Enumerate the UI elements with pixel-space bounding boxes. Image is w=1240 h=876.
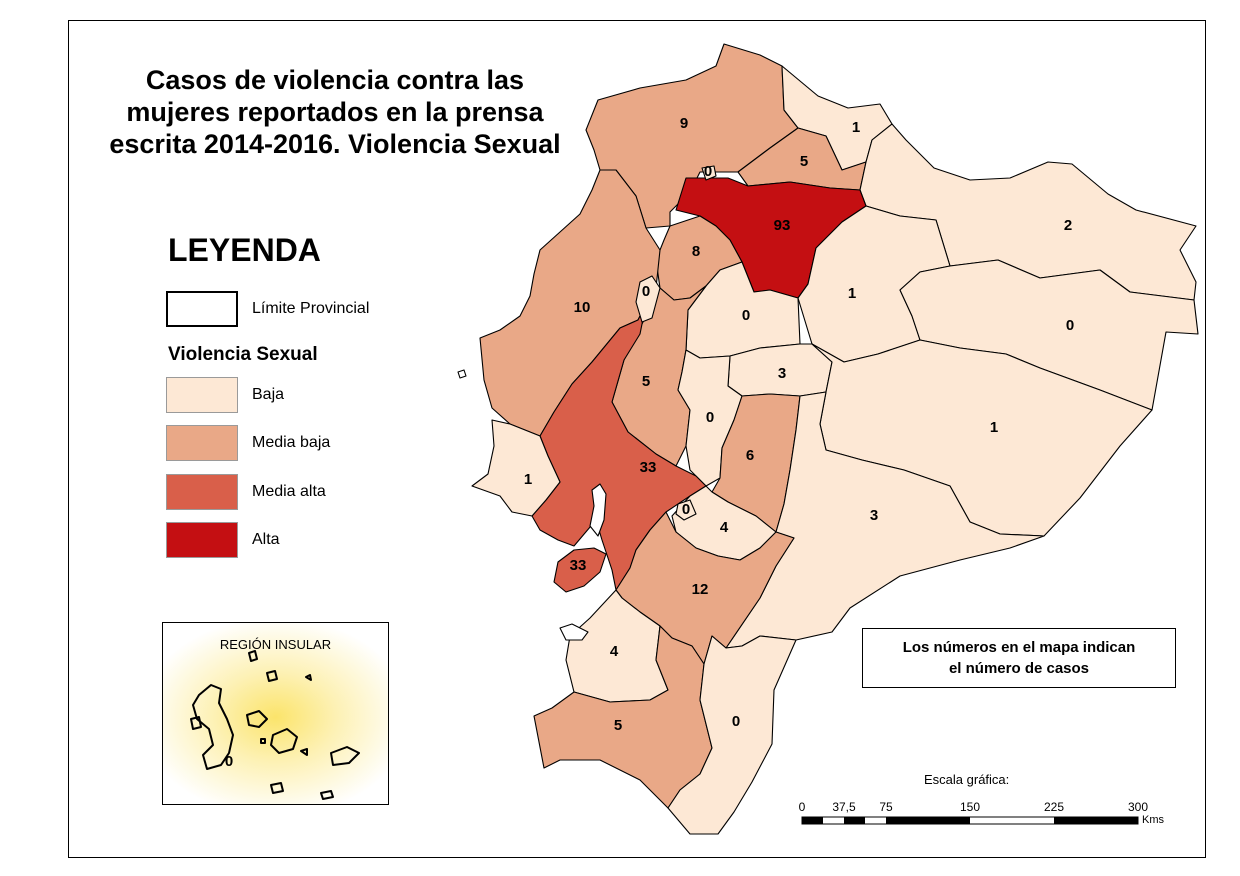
legend-swatch-media-baja [166,425,238,461]
legend-swatch-baja [166,377,238,413]
legend-label-media-alta: Media alta [252,483,326,500]
province-value-puna: 33 [570,557,587,574]
province-value-tungurahua: 3 [778,365,786,382]
province-value-guayas: 33 [640,459,657,476]
scale-tick-1: 37,5 [832,800,856,814]
island-espanola [320,790,334,800]
scale-tick-5: 300 [1127,800,1149,814]
island-san-cristobal [330,746,360,766]
province-value-carchi: 1 [852,119,860,136]
province-value-santo-domingo-detail: 0 [642,283,650,300]
province-value-esmeraldas: 9 [680,115,688,132]
island-fernandina [190,716,202,730]
inset-title: REGIÓN INSULAR [219,637,332,652]
province-value-napo: 1 [848,285,856,302]
province-detail-manabi-strip [635,275,661,323]
province-value-morona-santiago: 3 [870,507,878,524]
province-detail-imbabura-coast [701,165,717,181]
province-detail-canar-gulf [675,499,697,521]
province-value-loja: 5 [614,717,622,734]
island-marchena [266,670,278,682]
note-line-2: el número de casos [948,660,1090,677]
scale-title: Escala gráfica: [924,772,1010,787]
province-value-los-rios: 5 [642,373,650,390]
province-value-orellana: 0 [1066,317,1074,334]
province-value-sucumbios: 2 [1064,217,1072,234]
scale-tick-4: 225 [1043,800,1065,814]
island-rabida [260,738,266,744]
legend-variable-title: Violencia Sexual [168,344,318,365]
island-santiago [246,710,268,728]
province-value-azuay: 12 [692,581,709,598]
gulf-islet-2 [559,623,589,641]
island-genovesa [305,674,312,681]
province-value-manabi: 10 [574,299,591,316]
province-value-imbabura: 5 [800,153,808,170]
island-santa-cruz [270,728,298,754]
legend-class-row-media-baja: Media baja [166,425,330,461]
legend-swatch-media-alta [166,474,238,510]
legend-class-row-media-alta: Media alta [166,474,326,510]
province-value-canar-detail: 0 [682,501,690,518]
title-line-2: mujeres reportados en la prensa [126,97,544,127]
legend-boundary-swatch [166,291,238,327]
province-value-imbabura-coast-detail: 0 [704,163,712,180]
legend-label-baja: Baja [252,386,285,403]
coastal-islet [457,369,467,379]
province-loja[interactable] [533,625,713,809]
province-value-el-oro: 4 [610,643,619,660]
scale-bar-graphic [801,816,1139,825]
legend-swatch-alta [166,522,238,558]
province-value-cotopaxi: 0 [742,307,750,324]
galapagos-islands: 0 [190,650,360,800]
legend-heading: LEYENDA [168,232,321,268]
island-santa-fe [300,748,308,756]
province-puna-island[interactable] [553,547,607,593]
gulf-islet-1 [589,483,607,537]
note-box: Los números en el mapa indican el número… [862,628,1176,688]
province-value-zamora-chinchipe: 0 [732,713,740,730]
province-value-pastaza: 1 [990,419,998,436]
island-floreana [270,782,284,794]
island-pinta [248,650,258,662]
scale-tick-3: 150 [959,800,981,814]
province-value-santa-elena: 1 [524,471,532,488]
scale-tick-0: 0 [798,800,806,814]
legend-class-row-baja: Baja [166,377,284,413]
legend-boundary-row: Límite Provincial [166,291,369,327]
map-title: Casos de violencia contra las mujeres re… [80,64,590,160]
inset-value-label: 0 [225,753,233,770]
scale-units: Kms [1142,814,1164,826]
legend-label-alta: Alta [252,531,280,548]
scale-bar: Escala gráfica: 0 37,5 75 150 225 300 Km… [790,772,1190,832]
province-value-pichincha: 93 [774,217,791,234]
title-line-1: Casos de violencia contra las [145,65,525,95]
province-value-bolivar: 0 [706,409,714,426]
galapagos-inset: REGIÓN INSULAR 0 [162,622,389,805]
legend-class-row-alta: Alta [166,522,280,558]
province-santa-elena[interactable] [471,419,561,517]
title-line-3: escrita 2014-2016. Violencia Sexual [109,129,561,159]
legend-boundary-label: Límite Provincial [252,300,370,317]
province-zamora-chinchipe[interactable] [667,635,797,835]
province-value-chimborazo: 6 [746,447,754,464]
province-value-santo-domingo: 8 [692,243,700,260]
scale-tick-2: 75 [879,800,893,814]
note-line-1: Los números en el mapa indican [902,639,1136,656]
legend-label-media-baja: Media baja [252,434,331,451]
province-value-canar: 4 [720,519,729,536]
